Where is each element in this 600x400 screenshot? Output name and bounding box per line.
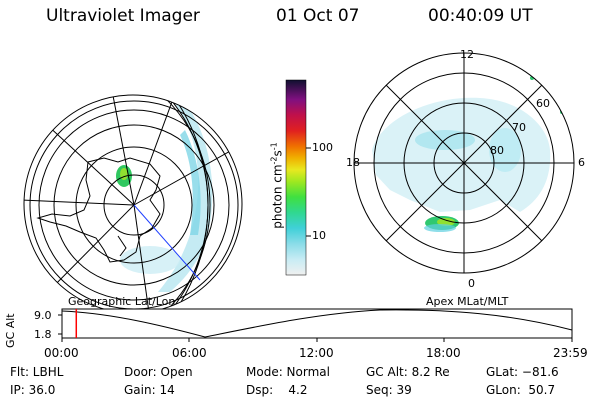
seq-info: Seq: 39 [366, 383, 412, 397]
colorbar [285, 79, 311, 276]
apex-caption: Apex MLat/MLT [426, 295, 509, 308]
dsp-info: Dsp: 4.2 [246, 383, 308, 397]
glat-info: GLat: −81.6 [486, 365, 559, 379]
mode-info: Mode: Normal [246, 365, 330, 379]
mlt-label-12: 12 [460, 48, 474, 61]
glon-info: GLon: 50.7 [486, 383, 556, 397]
time-label: 00:40:09 UT [428, 6, 533, 26]
colorbar-tick-100: 100 [312, 141, 333, 154]
altitude-axis-label: GC Alt [4, 313, 17, 348]
ip-info: IP: 36.0 [10, 383, 56, 397]
door-info: Door: Open [124, 365, 193, 379]
mlat-label-80: 80 [490, 144, 504, 157]
sun-direction-line [133, 204, 201, 281]
filter-info: Flt: LBHL [10, 365, 64, 379]
mlt-label-18: 18 [346, 156, 360, 169]
geographic-caption: Geographic Lat/Lon [68, 295, 176, 308]
colorbar-unit-label: photon cm-2s-1 [269, 142, 285, 229]
mlat-label-60: 60 [536, 97, 550, 110]
gain-info: Gain: 14 [124, 383, 175, 397]
time-tick-0600: 06:00 [172, 346, 207, 360]
time-tick-1200: 12:00 [299, 346, 334, 360]
altitude-tick-9: 9.0 [34, 309, 52, 322]
mlt-label-6: 6 [578, 156, 585, 169]
time-tick-1800: 18:00 [426, 346, 461, 360]
colorbar-tick-10: 10 [312, 229, 326, 242]
time-tick-0000: 00:00 [44, 346, 79, 360]
polar-plot [353, 52, 575, 274]
gc-alt-info: GC Alt: 8.2 Re [366, 365, 450, 379]
mlt-label-0: 0 [468, 277, 475, 290]
app-title: Ultraviolet Imager [46, 6, 200, 26]
mlat-label-70: 70 [512, 121, 526, 134]
time-tick-2359: 23:59 [553, 346, 588, 360]
altitude-panel [58, 308, 573, 342]
date-label: 01 Oct 07 [276, 6, 360, 26]
altitude-tick-1-8: 1.8 [34, 328, 52, 341]
